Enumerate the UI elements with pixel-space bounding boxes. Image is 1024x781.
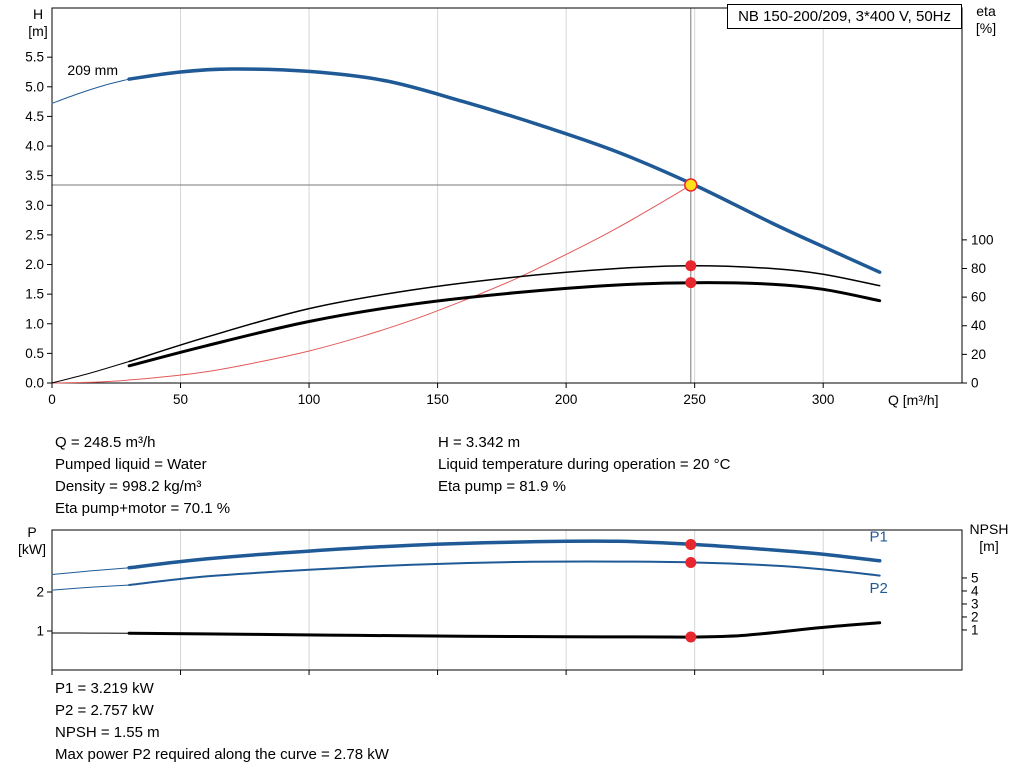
series-head-curve-lead xyxy=(51,78,130,104)
svg-text:50: 50 xyxy=(173,392,188,407)
p-axis-symbol: P xyxy=(27,524,37,540)
svg-text:4: 4 xyxy=(971,583,979,598)
series-system-curve xyxy=(51,184,692,384)
svg-text:1: 1 xyxy=(971,622,979,637)
svg-text:2.0: 2.0 xyxy=(25,257,44,272)
info-line-liquid: Pumped liquid = Water xyxy=(55,456,207,473)
marker-eta-pump-point xyxy=(685,260,697,272)
svg-text:0: 0 xyxy=(48,392,56,407)
svg-text:2.5: 2.5 xyxy=(25,227,44,242)
plot-frame xyxy=(51,529,963,671)
svg-text:5: 5 xyxy=(971,570,979,585)
info-line-eta-pump-motor: Eta pump+motor = 70.1 % xyxy=(55,500,231,517)
svg-text:250: 250 xyxy=(683,392,706,407)
h-axis-symbol: H xyxy=(32,6,44,22)
info-line-q: Q = 248.5 m³/h xyxy=(55,434,156,451)
duty-info-left: Q = 248.5 m³/h Pumped liquid = Water Den… xyxy=(55,432,230,520)
info-line-npsh: NPSH = 1.55 m xyxy=(55,724,160,741)
h-axis-label: H [m] xyxy=(16,6,60,40)
svg-text:150: 150 xyxy=(426,392,449,407)
axis-ticks: 0 50 100 150 200 250 3000.00.51.01.52.02.53.03… xyxy=(25,50,993,407)
svg-text:2: 2 xyxy=(971,609,979,624)
p-axis-label: P [kW] xyxy=(8,524,56,558)
plot-frame xyxy=(51,7,963,384)
svg-text:100: 100 xyxy=(971,232,994,247)
annotation-p1-label: P1 xyxy=(869,528,887,545)
h-axis-unit: [m] xyxy=(28,23,48,39)
p-axis-unit: [kW] xyxy=(18,541,46,557)
info-line-p1: P1 = 3.219 kW xyxy=(55,680,154,697)
svg-text:0.5: 0.5 xyxy=(25,346,44,361)
series-p1-lead xyxy=(51,567,130,575)
series-p2-lead xyxy=(51,584,130,591)
info-line-h: H = 3.342 m xyxy=(438,434,521,451)
series-eta-pump-curve xyxy=(128,265,881,363)
info-line-temperature: Liquid temperature during operation = 20… xyxy=(438,456,731,473)
svg-text:3: 3 xyxy=(971,596,979,611)
svg-text:3.0: 3.0 xyxy=(25,198,44,213)
marker-npsh-point xyxy=(685,631,697,643)
info-line-eta-pump: Eta pump = 81.9 % xyxy=(438,478,566,495)
svg-text:40: 40 xyxy=(971,318,986,333)
series-p2-curve xyxy=(128,560,881,586)
duty-info-right: H = 3.342 m Liquid temperature during op… xyxy=(438,432,730,498)
eta-axis-label: eta [%] xyxy=(960,3,1012,37)
svg-text:1.0: 1.0 xyxy=(25,316,44,331)
series-eta-pump-lead xyxy=(51,361,130,384)
svg-text:0: 0 xyxy=(971,376,979,391)
series-eta-pump-motor-curve xyxy=(127,281,882,368)
marker-p2-point xyxy=(685,556,697,568)
info-line-max-power: Max power P2 required along the curve = … xyxy=(55,746,389,763)
svg-text:5.5: 5.5 xyxy=(25,50,44,65)
q-axis-label: Q [m³/h] xyxy=(888,392,939,408)
svg-text:4.0: 4.0 xyxy=(25,139,44,154)
svg-text:300: 300 xyxy=(812,392,835,407)
annotation-p2-label: P2 xyxy=(869,580,887,597)
npsh-axis-symbol: NPSH xyxy=(969,521,1009,537)
marker-eta-pump-motor-point xyxy=(685,277,697,289)
annotation-impeller-label: 209 mm xyxy=(67,62,118,78)
pump-title-box: NB 150-200/209, 3*400 V, 50Hz xyxy=(727,4,962,29)
svg-text:2: 2 xyxy=(36,585,44,600)
series-head-curve-209mm xyxy=(127,67,882,274)
series-npsh-curve xyxy=(127,621,882,639)
svg-text:3.5: 3.5 xyxy=(25,168,44,183)
npsh-axis-label: NPSH [m] xyxy=(958,521,1020,555)
marker-duty-point xyxy=(684,178,698,192)
eta-axis-symbol: eta xyxy=(976,3,996,19)
info-line-p2: P2 = 2.757 kW xyxy=(55,702,154,719)
series-p1-curve xyxy=(127,539,882,570)
svg-text:80: 80 xyxy=(971,261,986,276)
svg-text:20: 20 xyxy=(971,347,986,362)
svg-text:0.0: 0.0 xyxy=(25,376,44,391)
svg-text:1.5: 1.5 xyxy=(25,287,44,302)
eta-axis-unit: [%] xyxy=(975,20,997,36)
gridlines xyxy=(180,8,824,383)
svg-text:200: 200 xyxy=(555,392,578,407)
info-line-density: Density = 998.2 kg/m³ xyxy=(55,478,202,495)
crosshair-lines xyxy=(52,8,692,383)
svg-text:100: 100 xyxy=(298,392,321,407)
svg-text:4.5: 4.5 xyxy=(25,109,44,124)
power-info: P1 = 3.219 kW P2 = 2.757 kW NPSH = 1.55 … xyxy=(55,678,389,766)
svg-text:1: 1 xyxy=(36,624,44,639)
hq-eta-chart-svg: 0 50 100 150 200 250 3000.00.51.01.52.02.53.03… xyxy=(25,7,994,407)
svg-text:60: 60 xyxy=(971,290,986,305)
marker-p1-point xyxy=(685,538,697,550)
svg-text:5.0: 5.0 xyxy=(25,79,44,94)
npsh-axis-unit: [m] xyxy=(979,538,999,554)
gridlines xyxy=(180,530,824,670)
